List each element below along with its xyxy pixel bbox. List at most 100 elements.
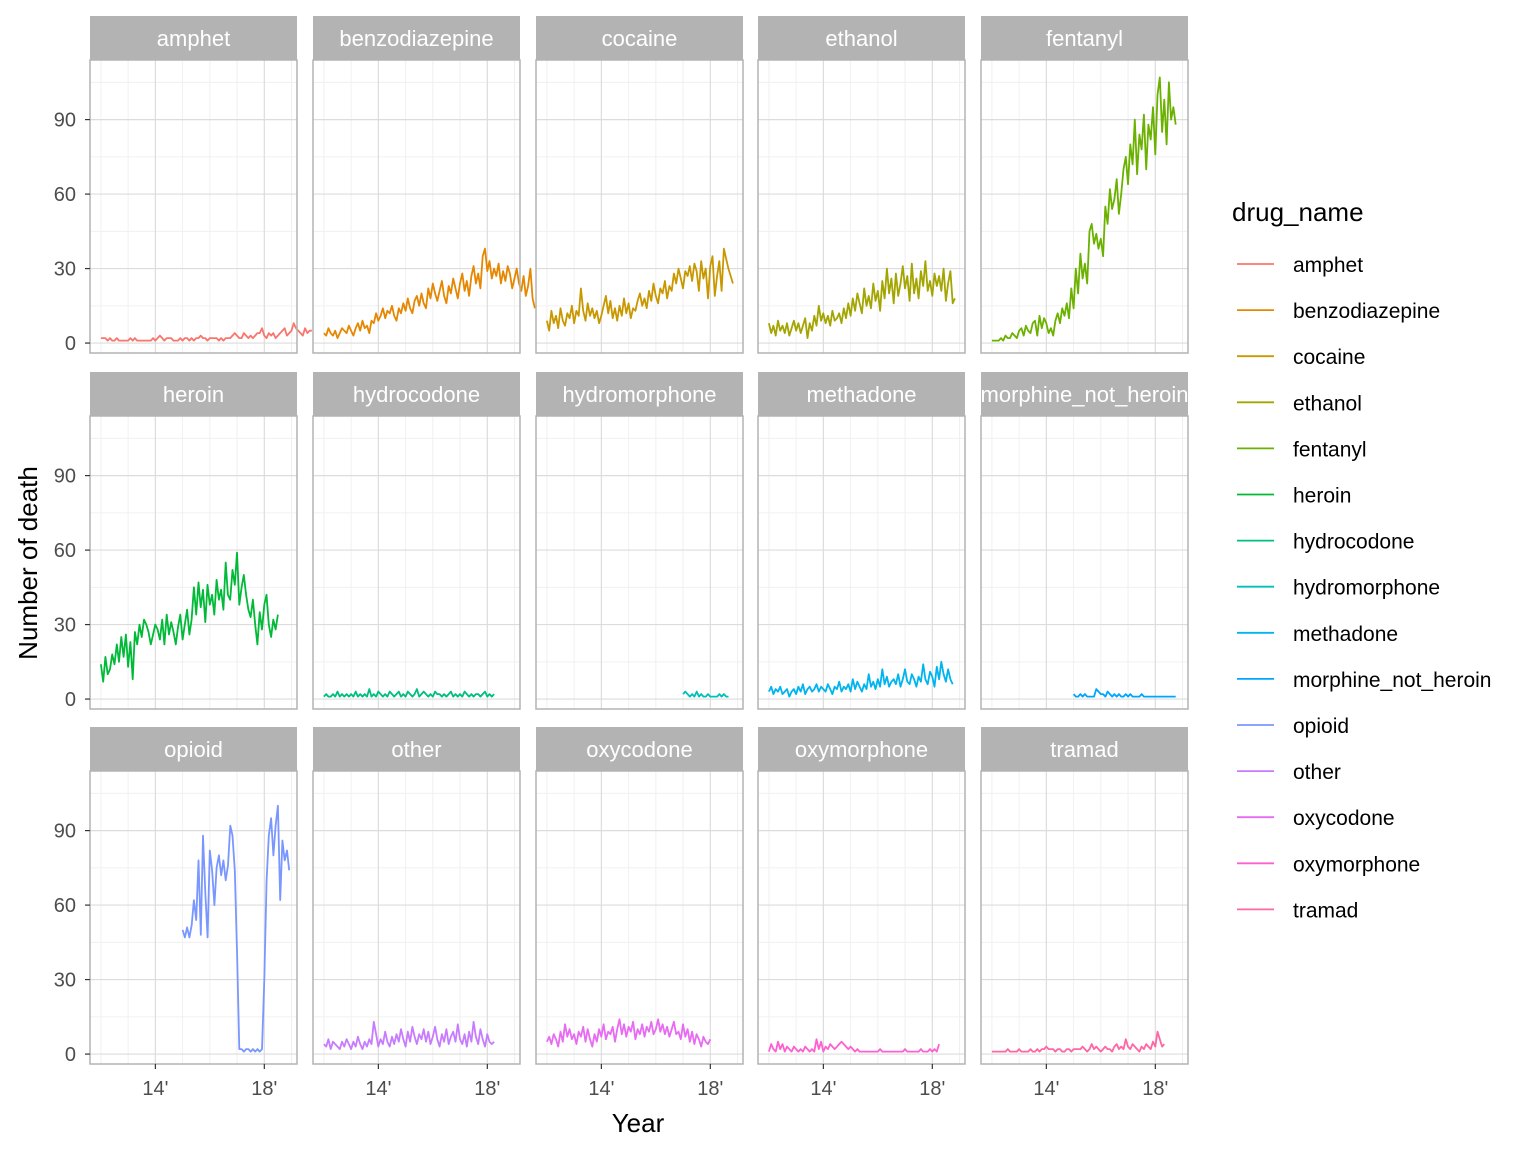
x-tick-label: 14' — [365, 1078, 391, 1100]
legend-label: fentanyl — [1293, 438, 1367, 461]
series-line-opioid — [181, 804, 291, 1053]
series-line-tramad — [991, 1030, 1165, 1053]
series-line-amphet — [100, 322, 312, 342]
facet-label: benzodiazepine — [339, 26, 493, 51]
legend-label: morphine_not_heroin — [1293, 669, 1491, 692]
facet-background — [758, 416, 965, 709]
facet-label: morphine_not_heroin — [981, 382, 1189, 407]
facet-background — [313, 771, 520, 1064]
facet-heroin: heroin — [89, 372, 298, 710]
legend-item-ethanol: ethanol — [1237, 392, 1362, 415]
facet-strip — [758, 372, 965, 416]
facet-panels: amphet benzodiazepine cocaine ethanol fentan… — [89, 16, 1189, 1065]
facet-strip — [758, 16, 965, 60]
x-tick-label: 18' — [1142, 1078, 1168, 1100]
facet-other: other — [312, 727, 521, 1065]
legend-item-methadone: methadone — [1237, 623, 1398, 646]
facet-strip — [536, 727, 743, 771]
y-tick-label: 60 — [54, 540, 76, 562]
facet-label: heroin — [163, 382, 224, 407]
facet-strip — [536, 372, 743, 416]
legend-item-hydrocodone: hydrocodone — [1237, 531, 1414, 554]
y-tick-label: 90 — [54, 466, 76, 488]
legend-label: opioid — [1293, 715, 1349, 738]
x-tick-label: 18' — [697, 1078, 723, 1100]
facet-strip — [90, 372, 297, 416]
facet-hydromorphone: hydromorphone — [535, 372, 744, 710]
facet-label: hydrocodone — [353, 382, 480, 407]
facet-benzodiazepine: benzodiazepine — [312, 16, 536, 354]
facet-background — [536, 771, 743, 1064]
legend-item-oxycodone: oxycodone — [1237, 807, 1395, 830]
facet-label: fentanyl — [1046, 26, 1123, 51]
y-tick-label: 60 — [54, 184, 76, 206]
y-tick-label: 90 — [54, 821, 76, 843]
facet-background — [758, 771, 965, 1064]
facet-opioid: opioid — [89, 727, 298, 1065]
facet-methadone: methadone — [757, 372, 966, 710]
legend-item-morphine_not_heroin: morphine_not_heroin — [1237, 669, 1491, 692]
series-line-morphine_not_heroin — [1072, 688, 1176, 698]
y-tick-label: 0 — [65, 333, 76, 355]
facet-background — [90, 416, 297, 709]
facet-strip — [536, 16, 743, 60]
facet-strip — [758, 727, 965, 771]
facet-strip — [313, 372, 520, 416]
legend-label: other — [1293, 761, 1341, 784]
facet-label: oxycodone — [586, 737, 692, 762]
x-tick-label: 14' — [142, 1078, 168, 1100]
y-tick-label: 30 — [54, 615, 76, 637]
facet-background — [313, 60, 520, 353]
facet-background — [313, 416, 520, 709]
legend-label: oxymorphone — [1293, 853, 1420, 876]
facet-oxymorphone: oxymorphone — [757, 727, 966, 1065]
facet-background — [90, 60, 297, 353]
facet-background — [758, 60, 965, 353]
legend: drug_name amphet benzodiazepine cocaine eth… — [1232, 197, 1491, 922]
y-tick-label: 0 — [65, 1044, 76, 1066]
facet-label: opioid — [164, 737, 223, 762]
legend-item-oxymorphone: oxymorphone — [1237, 853, 1420, 876]
facet-background — [981, 416, 1188, 709]
facet-background — [536, 60, 743, 353]
series-line-ethanol — [768, 260, 956, 340]
legend-item-opioid: opioid — [1237, 715, 1349, 738]
legend-item-tramad: tramad — [1237, 899, 1358, 922]
facet-label: hydromorphone — [562, 382, 716, 407]
facet-label: methadone — [806, 382, 916, 407]
legend-label: ethanol — [1293, 392, 1362, 415]
legend-title: drug_name — [1232, 197, 1364, 227]
legend-item-heroin: heroin — [1237, 485, 1351, 508]
facet-label: amphet — [157, 26, 230, 51]
facet-background — [536, 416, 743, 709]
y-tick-label: 30 — [54, 259, 76, 281]
x-tick-label: 14' — [810, 1078, 836, 1100]
facet-strip — [313, 16, 520, 60]
y-tick-label: 0 — [65, 689, 76, 711]
legend-label: methadone — [1293, 623, 1398, 646]
facet-oxycodone: oxycodone — [535, 727, 744, 1065]
y-axis-title: Number of death — [13, 466, 43, 660]
legend-label: tramad — [1293, 899, 1358, 922]
series-line-other — [323, 1020, 495, 1050]
series-line-benzodiazepine — [323, 247, 536, 340]
series-line-oxymorphone — [768, 1038, 940, 1053]
facet-label: cocaine — [602, 26, 678, 51]
facet-cocaine: cocaine — [535, 16, 744, 354]
facet-tramad: tramad — [980, 727, 1189, 1065]
series-line-hydrocodone — [323, 688, 495, 698]
facet-ethanol: ethanol — [757, 16, 966, 354]
legend-label: hydromorphone — [1293, 577, 1440, 600]
legend-item-amphet: amphet — [1237, 254, 1363, 277]
facet-strip — [981, 16, 1188, 60]
x-tick-label: 14' — [1033, 1078, 1059, 1100]
legend-label: amphet — [1293, 254, 1363, 277]
legend-label: cocaine — [1293, 346, 1365, 369]
facet-strip — [313, 727, 520, 771]
facet-strip — [90, 16, 297, 60]
legend-item-fentanyl: fentanyl — [1237, 438, 1367, 461]
x-tick-label: 18' — [474, 1078, 500, 1100]
series-line-cocaine — [546, 247, 734, 332]
series-line-hydromorphone — [682, 690, 729, 698]
